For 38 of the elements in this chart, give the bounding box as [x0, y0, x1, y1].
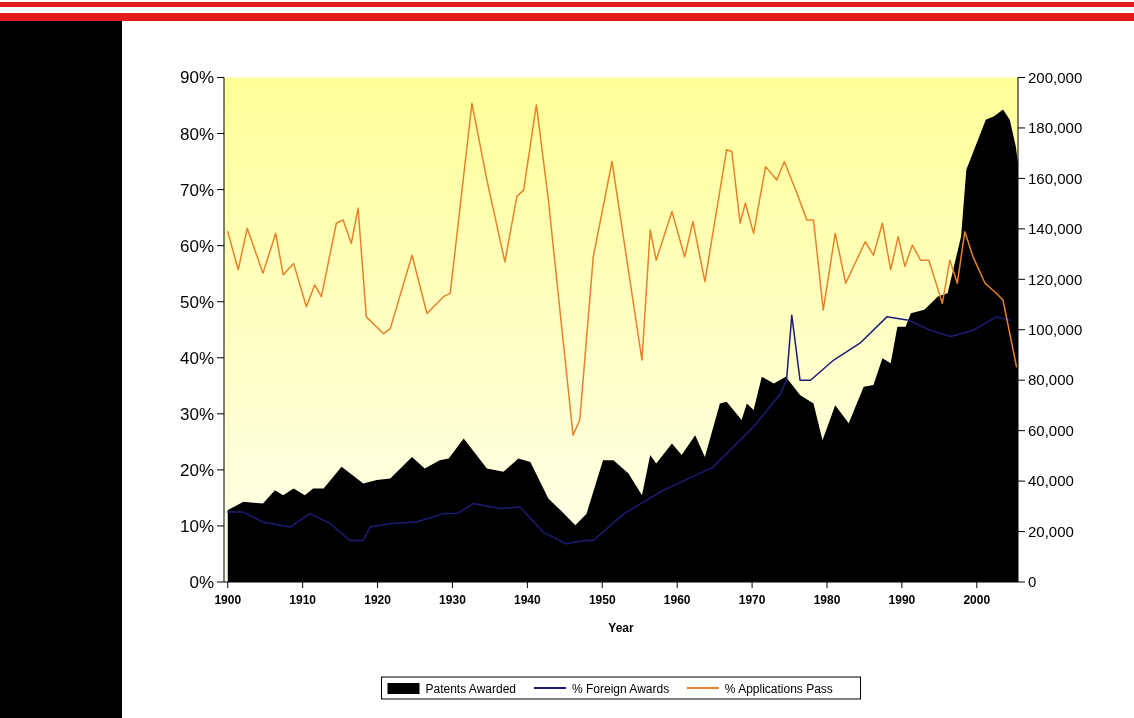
y2-tick-label: 60,000	[1028, 421, 1074, 439]
legend-label: Patents Awarded	[425, 681, 517, 696]
x-tick-label: 1960	[663, 593, 691, 607]
y-tick-label: 10%	[179, 516, 214, 536]
x-axis-title: Year	[608, 621, 635, 635]
y2-tick-label: 80,000	[1028, 371, 1074, 389]
y2-tick-label: 140,000	[1028, 220, 1083, 238]
y-tick-label: 80%	[179, 124, 214, 144]
y-tick-label: 40%	[179, 348, 214, 368]
y-tick-label: 90%	[179, 68, 214, 88]
y-tick-label: 60%	[179, 236, 214, 256]
y2-tick-label: 200,000	[1028, 68, 1083, 86]
x-tick-label: 1920	[364, 593, 392, 607]
legend-label: % Foreign Awards	[572, 681, 670, 696]
x-tick-label: 1990	[888, 593, 916, 607]
line-series	[227, 102, 1018, 436]
y2-tick-label: 160,000	[1028, 169, 1083, 187]
y2-tick-label: 100,000	[1028, 321, 1083, 338]
x-tick-label: 1980	[813, 593, 841, 607]
y2-tick-label: 120,000	[1028, 270, 1083, 288]
x-tick-label: 1940	[514, 593, 542, 607]
y2-tick-label: 180,000	[1028, 119, 1083, 137]
y-tick-label: 20%	[179, 460, 214, 480]
line-series	[227, 314, 1011, 545]
y-tick-label: 50%	[179, 292, 214, 312]
y2-tick-label: 40,000	[1028, 472, 1074, 490]
legend-label: % Applications Pass	[724, 681, 833, 696]
y-tick-label: 30%	[179, 404, 214, 424]
x-tick-label: 2000	[963, 593, 991, 607]
x-tick-label: 1900	[214, 593, 242, 607]
y-tick-label: 70%	[179, 180, 214, 200]
y2-tick-label: 0	[1028, 573, 1037, 591]
x-tick-label: 1970	[738, 593, 766, 607]
y-tick-label: 0%	[189, 572, 214, 592]
x-tick-label: 1910	[289, 593, 317, 607]
y2-tick-label: 20,000	[1028, 522, 1074, 540]
x-tick-label: 1930	[439, 593, 467, 607]
x-tick-label: 1950	[588, 593, 616, 607]
